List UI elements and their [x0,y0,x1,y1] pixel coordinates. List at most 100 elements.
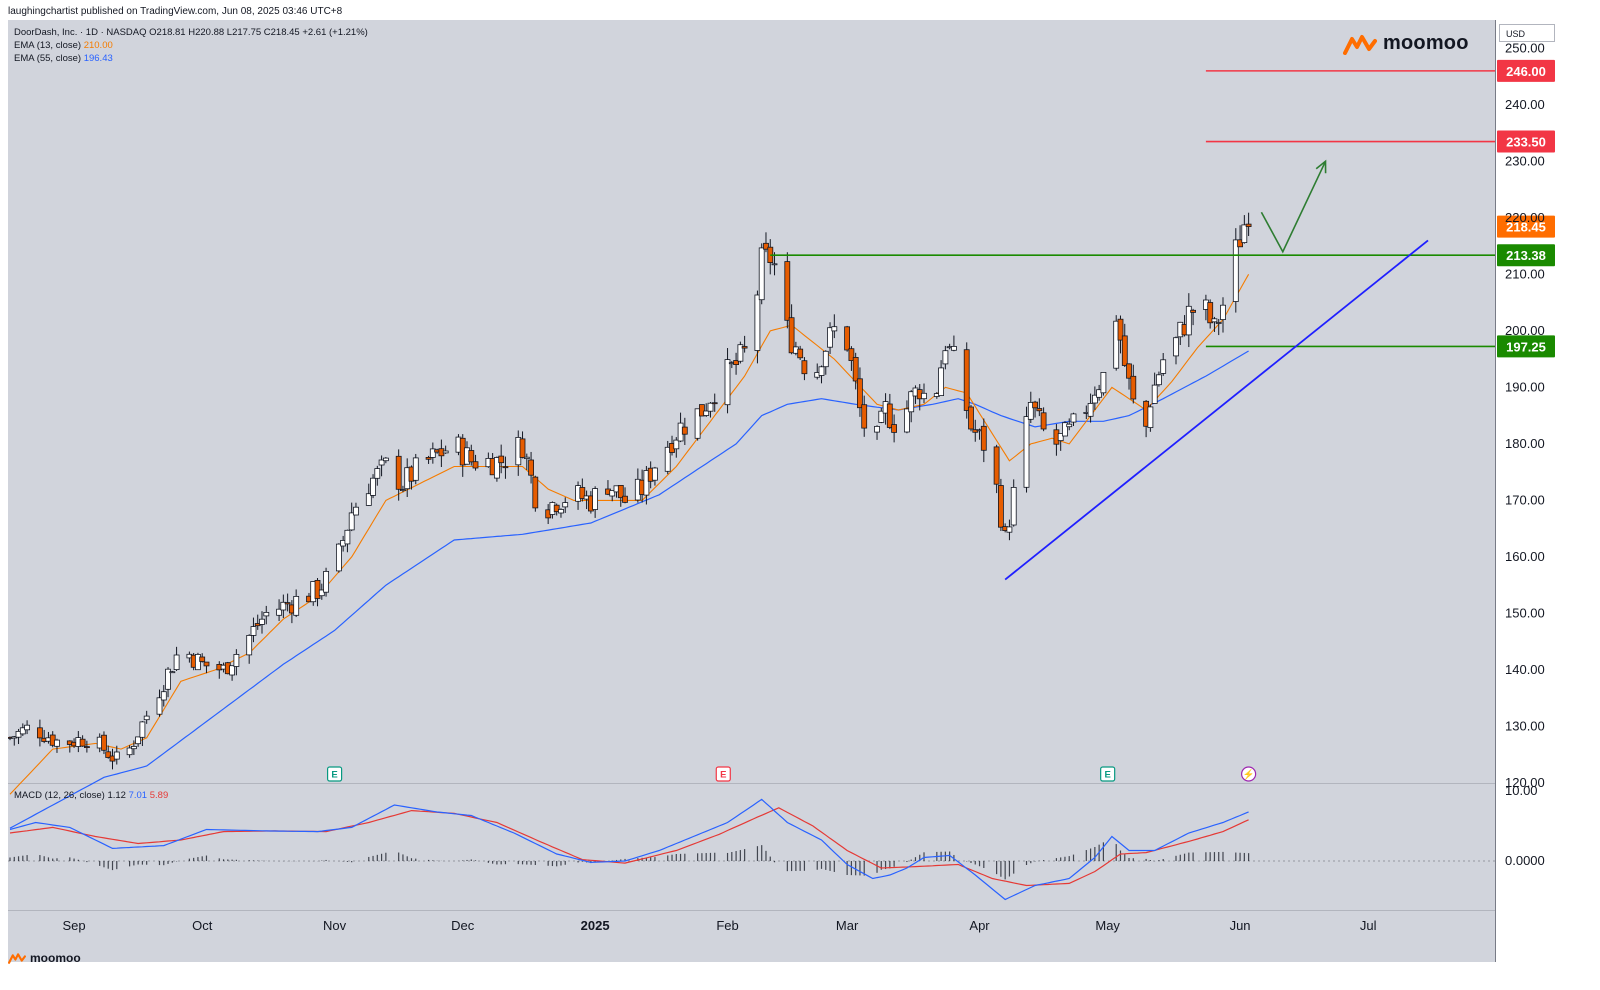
candle-body [1185,305,1192,336]
candle-body [203,661,210,667]
candle-body [754,294,761,351]
candle [874,425,880,440]
macd-line [9,798,1249,901]
time-axis-background [8,910,1495,962]
candle-body [335,543,342,572]
macd-legend-label: MACD (12, 26, close) [14,790,105,801]
candle-body [1040,412,1047,430]
candle [425,455,432,464]
candle-body [681,426,688,435]
ema55-legend-label: EMA (55, close) [14,53,82,64]
price-axis[interactable]: 250.00 240.00 230.00 220.00 210.00 200.00 190.… [1505,40,1545,868]
candle-body [904,408,910,433]
candle [1032,400,1038,418]
candle-body [664,446,671,472]
candle-body [19,727,26,735]
time-axis[interactable]: Sep Oct Nov Dec 2025 Feb Mar Apr May Jun Jul [62,918,1376,933]
candle [673,437,680,458]
candle-body [139,721,146,738]
candle [1036,398,1043,417]
candle [468,444,475,466]
macd-tick-label: 10.00 [1505,783,1538,798]
candle-body [861,404,868,429]
candle-body [694,408,701,439]
candle [143,710,150,724]
candle [194,652,201,671]
candle-body [131,746,137,750]
candle [707,402,714,418]
currency-selector[interactable]: USD [1499,24,1555,42]
candle [263,605,270,625]
event-marker-event[interactable]: ⚡ [1241,766,1257,782]
candle [323,567,330,597]
candle [1156,371,1162,387]
candle-body [532,476,539,509]
time-tick-label: Feb [716,918,738,933]
candle [617,484,624,507]
candle [643,466,650,505]
candle-body [284,602,291,605]
candle [1126,363,1132,390]
candle [891,414,897,443]
candle-body [878,410,885,423]
candle [528,451,534,484]
candle [1027,391,1034,423]
levels-layer: 246.00 233.50 213.38 197.25 218.45 [770,59,1555,358]
price-tick-label: 230.00 [1505,153,1545,168]
candle [1100,371,1107,396]
candle [558,508,564,518]
candle [733,352,739,375]
candle-body [233,654,240,667]
candle [160,685,167,707]
candle-body [1156,374,1162,386]
candle-body [652,467,658,481]
candle [19,723,26,736]
candle [741,335,748,353]
candle [1092,386,1098,410]
candle-body [519,438,526,458]
event-box [715,766,731,782]
price-tick-label: 250.00 [1505,40,1545,55]
event-marker-earnings[interactable]: E [1100,766,1116,782]
candle [664,440,671,475]
candle-body [126,747,133,756]
candle-body [1190,309,1196,313]
candle [1190,308,1196,326]
event-marker-earnings[interactable]: E [327,766,343,782]
candle-body [468,450,475,463]
candle-body [395,455,402,490]
level-tag-support [1497,244,1555,267]
candle-body [160,691,167,701]
candle [284,593,291,612]
candle [314,578,321,607]
candle [758,243,765,305]
candle [951,335,957,352]
candle-body [472,461,479,469]
last-price-tag [1497,215,1555,238]
candle-body [105,751,112,758]
candle-body [314,580,321,599]
candle-body [498,455,505,464]
candle [84,740,90,753]
candle-body [741,346,748,349]
candle [592,486,598,518]
ema13-legend-label: EMA (13, close) [14,40,82,51]
price-tick-label: 220.00 [1505,210,1545,225]
candle-body [703,410,710,416]
candle [908,390,915,423]
candle [378,455,385,477]
candle-body [1092,394,1098,404]
moomoo-brand: moomoo [1343,32,1469,55]
candle [980,418,987,463]
candle-body [1220,304,1226,321]
event-marker-earnings-negative[interactable]: E [715,766,731,782]
candle-body [374,468,381,479]
candle-body [1232,239,1239,302]
price-chart[interactable]: 246.00 233.50 213.38 197.25 218.45 E E E ⚡ 250.… [7,20,1558,962]
candle [374,465,381,486]
candle-body [79,738,86,747]
candle-body [874,425,880,433]
candle-body [173,654,180,671]
candle-body [1160,359,1167,374]
level-tag-resistance [1497,130,1555,153]
